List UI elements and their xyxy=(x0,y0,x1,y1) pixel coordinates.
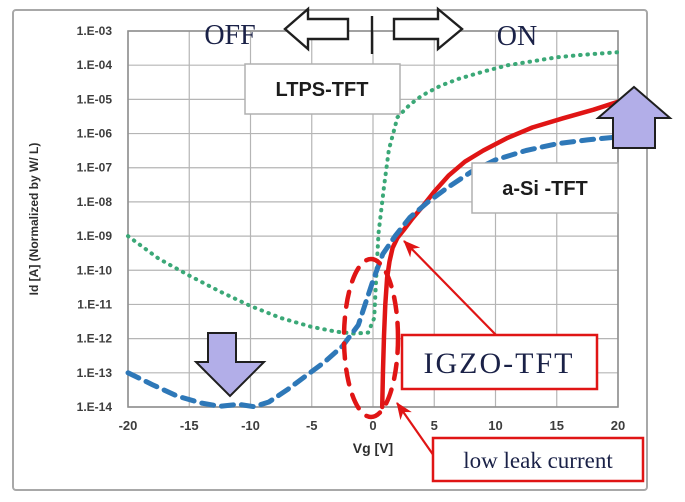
y-tick-label: 1.E-04 xyxy=(77,58,113,72)
y-tick-label: 1.E-10 xyxy=(77,263,113,277)
y-tick-label: 1.E-06 xyxy=(77,127,113,141)
filled-down-arrow-icon xyxy=(193,332,267,398)
igzo-leader-arrow xyxy=(403,240,498,337)
hollow-right-arrow-icon xyxy=(392,6,464,52)
asi-label: a-Si -TFT xyxy=(502,178,588,200)
leak-leader-arrow xyxy=(396,402,435,457)
leak-label-box: low leak current xyxy=(431,436,645,483)
y-tick-label: 1.E-07 xyxy=(77,161,113,175)
on-state-label: ON xyxy=(497,21,537,52)
curve-igzo-tft xyxy=(379,99,621,410)
x-tick-label: 10 xyxy=(488,418,502,433)
x-tick-label: -10 xyxy=(241,418,260,433)
y-tick-label: 1.E-11 xyxy=(77,297,112,311)
y-tick-label: 1.E-14 xyxy=(77,400,113,414)
hollow-left-arrow-icon xyxy=(283,6,350,52)
y-tick-label: 1.E-09 xyxy=(77,229,113,243)
filled-up-arrow-icon xyxy=(595,85,673,149)
curve-ltps-tft xyxy=(126,50,620,336)
y-axis-tick-labels: 1.E-03 1.E-04 1.E-05 1.E-06 1.E-07 1.E-08 1.E-… xyxy=(77,24,113,414)
y-axis-title: Id [A] (Normalized by W/ L) xyxy=(27,143,41,296)
x-tick-label: -20 xyxy=(119,418,138,433)
asi-label-box: a-Si -TFT xyxy=(471,162,619,214)
red-dashed-ellipse-icon xyxy=(341,256,401,420)
x-axis-title: Vg [V] xyxy=(353,440,393,456)
y-tick-label: 1.E-12 xyxy=(77,332,113,346)
x-tick-label: 0 xyxy=(369,418,376,433)
x-axis-tick-labels: -20 -15 -10 -5 0 5 10 15 20 xyxy=(119,418,626,433)
x-tick-label: 20 xyxy=(611,418,625,433)
ltps-label-box: LTPS-TFT xyxy=(244,63,401,115)
igzo-label: IGZO-TFT xyxy=(424,347,575,380)
x-tick-label: 5 xyxy=(431,418,438,433)
leak-label: low leak current xyxy=(463,448,613,473)
x-tick-label: -15 xyxy=(180,418,199,433)
ltps-label: LTPS-TFT xyxy=(276,79,369,101)
x-tick-label: 15 xyxy=(550,418,564,433)
curve-a-si-tft xyxy=(125,134,621,410)
y-tick-label: 1.E-13 xyxy=(77,366,113,380)
y-tick-label: 1.E-05 xyxy=(77,92,113,106)
curve-series xyxy=(125,50,621,410)
off-state-label: OFF xyxy=(204,20,255,51)
y-tick-label: 1.E-08 xyxy=(77,195,113,209)
y-tick-label: 1.E-03 xyxy=(77,24,113,38)
igzo-label-box: IGZO-TFT xyxy=(400,333,599,391)
x-tick-label: -5 xyxy=(306,418,318,433)
